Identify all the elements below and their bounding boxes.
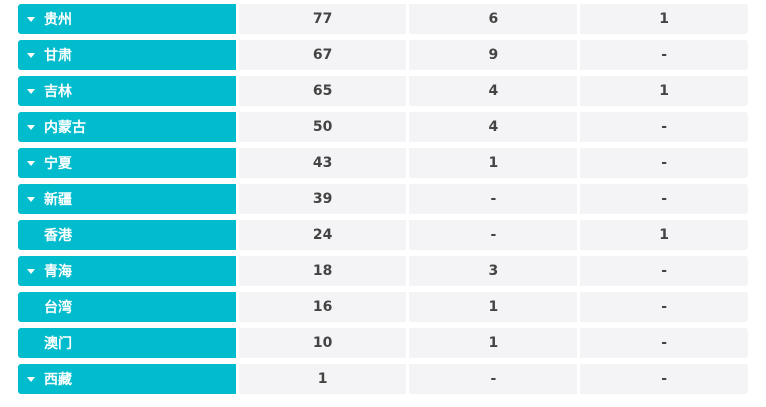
stat-cell-1: 10 [238,328,407,358]
stat-cell-2: - [409,184,578,214]
stat-cell-2: - [409,364,578,394]
table-row: 甘肃 67 9 - [18,40,748,70]
region-name: 新疆 [44,192,72,208]
caret-down-icon [18,160,44,166]
stat-cell-3: - [580,184,748,214]
region-stats-table: 贵州 77 6 1 甘肃 67 9 - 吉林 65 4 1 内蒙古 50 4 - [18,4,748,400]
region-name: 内蒙古 [44,120,86,136]
region-toggle[interactable]: 内蒙古 [18,112,236,142]
stat-cell-2: 1 [409,148,578,178]
table-row: 青海 18 3 - [18,256,748,286]
stat-cell-1: 65 [238,76,407,106]
region-name: 香港 [44,228,72,244]
region-name: 青海 [44,264,72,280]
region-toggle[interactable]: 青海 [18,256,236,286]
region-name: 宁夏 [44,156,72,172]
stat-cell-1: 43 [238,148,407,178]
stat-cell-3: 1 [580,4,748,34]
table-row: 香港 24 - 1 [18,220,748,250]
stat-cell-3: - [580,112,748,142]
stat-cell-3: - [580,256,748,286]
table-row: 西藏 1 - - [18,364,748,394]
region-name: 澳门 [44,336,72,352]
stat-cell-1: 1 [238,364,407,394]
region-toggle[interactable]: 台湾 [18,292,236,322]
stat-cell-1: 18 [238,256,407,286]
stat-cell-3: - [580,328,748,358]
stat-cell-3: 1 [580,220,748,250]
region-toggle[interactable]: 新疆 [18,184,236,214]
caret-down-icon [18,376,44,382]
stat-cell-2: - [409,220,578,250]
stat-cell-1: 67 [238,40,407,70]
table-body: 贵州 77 6 1 甘肃 67 9 - 吉林 65 4 1 内蒙古 50 4 - [18,4,748,394]
stat-cell-1: 50 [238,112,407,142]
table-row: 台湾 16 1 - [18,292,748,322]
stat-cell-3: 1 [580,76,748,106]
region-toggle[interactable]: 宁夏 [18,148,236,178]
region-name: 西藏 [44,372,72,388]
stat-cell-3: - [580,364,748,394]
stat-cell-3: - [580,292,748,322]
region-toggle[interactable]: 澳门 [18,328,236,358]
stat-cell-2: 1 [409,328,578,358]
stat-cell-2: 9 [409,40,578,70]
table-row: 吉林 65 4 1 [18,76,748,106]
stat-cell-3: - [580,40,748,70]
stat-cell-3: - [580,148,748,178]
caret-down-icon [18,16,44,22]
caret-down-icon [18,124,44,130]
table-row: 贵州 77 6 1 [18,4,748,34]
stat-cell-2: 3 [409,256,578,286]
region-name: 贵州 [44,12,72,28]
stat-cell-1: 77 [238,4,407,34]
stat-cell-2: 6 [409,4,578,34]
stat-cell-2: 1 [409,292,578,322]
caret-down-icon [18,52,44,58]
stat-cell-2: 4 [409,76,578,106]
region-toggle[interactable]: 香港 [18,220,236,250]
region-name: 甘肃 [44,48,72,64]
stat-cell-2: 4 [409,112,578,142]
region-toggle[interactable]: 贵州 [18,4,236,34]
table-row: 澳门 10 1 - [18,328,748,358]
stat-cell-1: 24 [238,220,407,250]
caret-down-icon [18,196,44,202]
region-toggle[interactable]: 西藏 [18,364,236,394]
region-name: 吉林 [44,84,72,100]
stat-cell-1: 39 [238,184,407,214]
table-row: 新疆 39 - - [18,184,748,214]
region-name: 台湾 [44,300,72,316]
caret-down-icon [18,268,44,274]
stat-cell-1: 16 [238,292,407,322]
region-toggle[interactable]: 吉林 [18,76,236,106]
table-row: 宁夏 43 1 - [18,148,748,178]
region-toggle[interactable]: 甘肃 [18,40,236,70]
caret-down-icon [18,88,44,94]
table-row: 内蒙古 50 4 - [18,112,748,142]
